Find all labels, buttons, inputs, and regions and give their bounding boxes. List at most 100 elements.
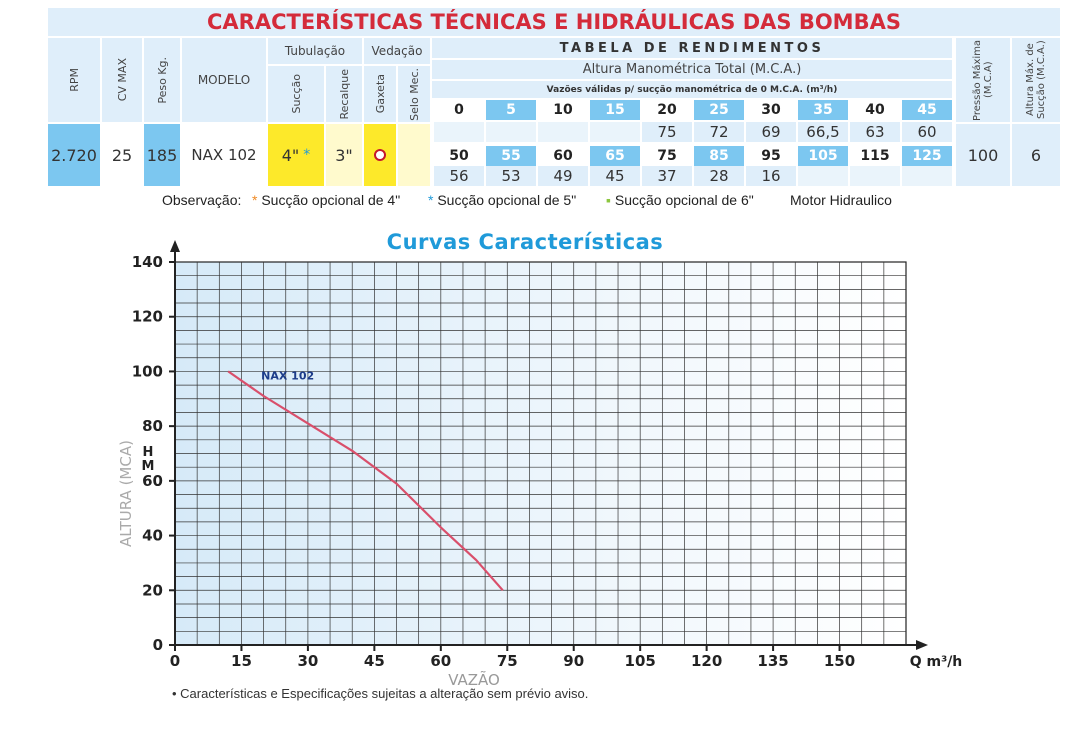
flow-cell: 66,5 <box>798 122 848 142</box>
flow-cell: 53 <box>486 166 536 186</box>
flow-cell: 37 <box>642 166 692 186</box>
x-tick-label: 75 <box>497 652 518 670</box>
plot-area <box>174 261 907 646</box>
x-tick-label: 150 <box>824 652 855 670</box>
gaxeta-dot-icon <box>374 149 386 161</box>
x-tick-label: 0 <box>170 652 180 670</box>
rpm-header-label: RPM <box>67 68 81 92</box>
recalque-value: 3" <box>326 124 362 186</box>
gaxeta-header: Gaxeta <box>364 66 396 122</box>
x-tick-label: 60 <box>430 652 451 670</box>
pressao-maxima-value: 100 <box>956 124 1010 186</box>
y-tick-label: 80 <box>142 417 163 435</box>
x-unit-label: Q m³/h <box>910 654 963 670</box>
altura-max-succao-header: Altura Máx. de Sucção (M.C.A.) <box>1012 38 1060 122</box>
cv-max-value: 25 <box>111 145 133 165</box>
cv-max-header-label: CV MAX <box>115 58 129 102</box>
selo-mec-header: Selo Mec. <box>398 66 430 122</box>
page-title: CARACTERÍSTICAS TÉCNICAS E HIDRÁULICAS D… <box>48 8 1060 36</box>
height-cell: 35 <box>798 100 848 120</box>
height-cell: 50 <box>449 148 469 164</box>
gaxeta-value <box>364 124 396 186</box>
flow-cell <box>798 166 848 186</box>
height-cell: 45 <box>902 100 952 120</box>
height-cell: 15 <box>590 100 640 120</box>
x-tick-label: 15 <box>231 652 252 670</box>
flow-cell: 69 <box>746 122 796 142</box>
recalque-header: Recalque <box>326 66 362 122</box>
flow-cell: 16 <box>746 166 796 186</box>
vedacao-header: Vedação <box>364 38 430 64</box>
height-cell: 95 <box>761 148 781 164</box>
tabela-rendimentos-header: TABELA DE RENDIMENTOS <box>432 38 952 58</box>
flow-cell: 72 <box>694 122 744 142</box>
tubulacao-header: Tubulação <box>268 38 362 64</box>
obs-item-5in: * Sucção opcional de 5" <box>428 192 576 208</box>
recalque-header-label: Recalque <box>337 68 351 120</box>
x-tick-label: 45 <box>364 652 385 670</box>
x-tick-label: 120 <box>691 652 722 670</box>
height-cell: 115 <box>860 148 890 164</box>
obs-item-6in-icon: ▪ <box>606 192 611 208</box>
y-unit-label: M <box>142 459 155 474</box>
height-cell: 55 <box>486 146 536 166</box>
height-cell: 30 <box>761 102 781 118</box>
flow-cell <box>850 166 900 186</box>
height-cell: 85 <box>694 146 744 166</box>
y-tick-label: 120 <box>132 308 163 326</box>
succao-asterisk-icon: * <box>303 147 311 163</box>
selo-mec-value <box>398 124 430 186</box>
flow-cell: 75 <box>642 122 692 142</box>
y-tick-label: 60 <box>142 472 163 490</box>
height-cell: 25 <box>694 100 744 120</box>
flow-cell: 60 <box>902 122 952 142</box>
succao-value-text: 4" <box>281 145 300 165</box>
flow-cell: 49 <box>538 166 588 186</box>
obs-item-4in: * Sucção opcional de 4" <box>252 192 400 208</box>
rpm-header: RPM <box>48 38 100 122</box>
height-cell: 10 <box>553 102 573 118</box>
flow-cell <box>434 122 484 142</box>
pressao-maxima-header: Pressão Máxima (M.C.A) <box>956 38 1010 122</box>
disclaimer-note: • Características e Especificações sujei… <box>172 686 589 701</box>
y-tick-label: 100 <box>132 362 163 380</box>
altura-max-succao-value: 6 <box>1012 124 1060 186</box>
height-cell: 40 <box>865 102 885 118</box>
succao-header-label: Sucção <box>289 74 303 114</box>
obs-item-4in-text: Sucção opcional de 4" <box>261 192 401 208</box>
flow-cell <box>538 122 588 142</box>
height-cell: 5 <box>486 100 536 120</box>
flow-cell <box>902 166 952 186</box>
height-cell: 65 <box>590 146 640 166</box>
height-cell: 0 <box>454 102 464 118</box>
x-axis-arrow-icon <box>916 640 928 650</box>
series-line-nax-102 <box>227 370 504 592</box>
succao-value: 4" * <box>268 124 324 186</box>
motor-hidraulico-label: Motor Hidraulico <box>790 192 892 208</box>
obs-item-5in-icon: * <box>428 192 434 208</box>
obs-item-5in-text: Sucção opcional de 5" <box>437 192 577 208</box>
obs-item-6in-text: Sucção opcional de 6" <box>614 192 754 208</box>
y-tick-label: 20 <box>142 581 163 599</box>
height-cell: 125 <box>902 146 952 166</box>
series-label: NAX 102 <box>261 369 314 382</box>
obs-item-6in: ▪ Sucção opcional de 6" <box>606 192 754 208</box>
selo-mec-header-label: Selo Mec. <box>407 67 421 121</box>
chart-title: Curvas Características <box>386 230 664 254</box>
pressao-maxima-header-label: Pressão Máxima (M.C.A) <box>972 39 994 121</box>
rpm-value: 2.720 <box>48 124 100 186</box>
y-axis-label: ALTURA (MCA) <box>117 440 135 547</box>
flow-cell: 56 <box>434 166 484 186</box>
obs-item-4in-icon: * <box>252 192 258 208</box>
modelo-header: MODELO <box>182 38 266 122</box>
height-cell: 75 <box>657 148 677 164</box>
flow-cell <box>486 122 536 142</box>
flow-cell: 28 <box>694 166 744 186</box>
cv-max-header: CV MAX <box>102 38 142 122</box>
x-tick-label: 90 <box>563 652 584 670</box>
height-cell: 20 <box>657 102 677 118</box>
vazoes-validas-header: Vazões válidas p/ sucção manométrica de … <box>432 81 952 98</box>
gaxeta-header-label: Gaxeta <box>373 74 387 114</box>
x-tick-label: 30 <box>297 652 318 670</box>
x-tick-label: 135 <box>757 652 788 670</box>
